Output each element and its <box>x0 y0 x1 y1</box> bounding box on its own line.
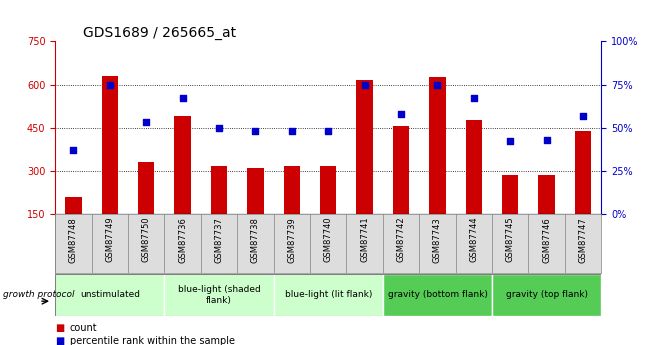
Bar <box>247 168 264 214</box>
Point <box>105 82 115 87</box>
Bar <box>465 120 482 214</box>
Point <box>177 96 188 101</box>
Text: GSM87750: GSM87750 <box>142 217 151 263</box>
Text: GSM87738: GSM87738 <box>251 217 260 263</box>
FancyBboxPatch shape <box>492 274 601 316</box>
Bar <box>502 175 519 214</box>
Bar <box>356 80 373 214</box>
Point <box>469 96 479 101</box>
Text: GSM87742: GSM87742 <box>396 217 406 263</box>
Text: GSM87746: GSM87746 <box>542 217 551 263</box>
Text: GSM87741: GSM87741 <box>360 217 369 263</box>
Point <box>541 137 552 142</box>
Point <box>68 147 79 153</box>
Text: GSM87740: GSM87740 <box>324 217 333 263</box>
Bar <box>101 76 118 214</box>
Text: GSM87739: GSM87739 <box>287 217 296 263</box>
Point <box>432 82 443 87</box>
Point <box>214 125 224 130</box>
Bar <box>429 77 446 214</box>
Point <box>250 128 261 134</box>
Text: percentile rank within the sample: percentile rank within the sample <box>70 336 235 345</box>
Text: GSM87737: GSM87737 <box>214 217 224 263</box>
Bar <box>320 166 337 214</box>
Text: blue-light (lit flank): blue-light (lit flank) <box>285 290 372 299</box>
Text: growth protocol: growth protocol <box>3 290 75 299</box>
Point <box>359 82 370 87</box>
Point <box>396 111 406 117</box>
Text: GSM87736: GSM87736 <box>178 217 187 263</box>
Point <box>323 128 333 134</box>
Text: blue-light (shaded
flank): blue-light (shaded flank) <box>177 285 261 305</box>
Text: gravity (top flank): gravity (top flank) <box>506 290 588 299</box>
Bar <box>575 130 592 214</box>
Text: GSM87747: GSM87747 <box>578 217 588 263</box>
Bar <box>211 166 227 214</box>
Bar <box>174 116 191 214</box>
Point <box>141 120 151 125</box>
Text: GSM87748: GSM87748 <box>69 217 78 263</box>
Text: GSM87745: GSM87745 <box>506 217 515 263</box>
Point <box>287 128 297 134</box>
Bar <box>283 166 300 214</box>
Text: gravity (bottom flank): gravity (bottom flank) <box>387 290 488 299</box>
Text: GSM87749: GSM87749 <box>105 217 114 263</box>
Bar <box>393 126 410 214</box>
Point <box>578 113 588 118</box>
FancyBboxPatch shape <box>274 274 383 316</box>
Point <box>505 139 515 144</box>
Text: GDS1689 / 265665_at: GDS1689 / 265665_at <box>83 26 236 40</box>
FancyBboxPatch shape <box>383 274 492 316</box>
Text: ■: ■ <box>55 336 64 345</box>
Bar <box>138 162 155 214</box>
Bar <box>538 175 555 214</box>
Text: GSM87744: GSM87744 <box>469 217 478 263</box>
Text: ■: ■ <box>55 323 64 333</box>
Text: unstimulated: unstimulated <box>80 290 140 299</box>
Text: count: count <box>70 323 98 333</box>
Text: GSM87743: GSM87743 <box>433 217 442 263</box>
FancyBboxPatch shape <box>164 274 274 316</box>
Bar <box>65 197 82 214</box>
FancyBboxPatch shape <box>55 274 164 316</box>
